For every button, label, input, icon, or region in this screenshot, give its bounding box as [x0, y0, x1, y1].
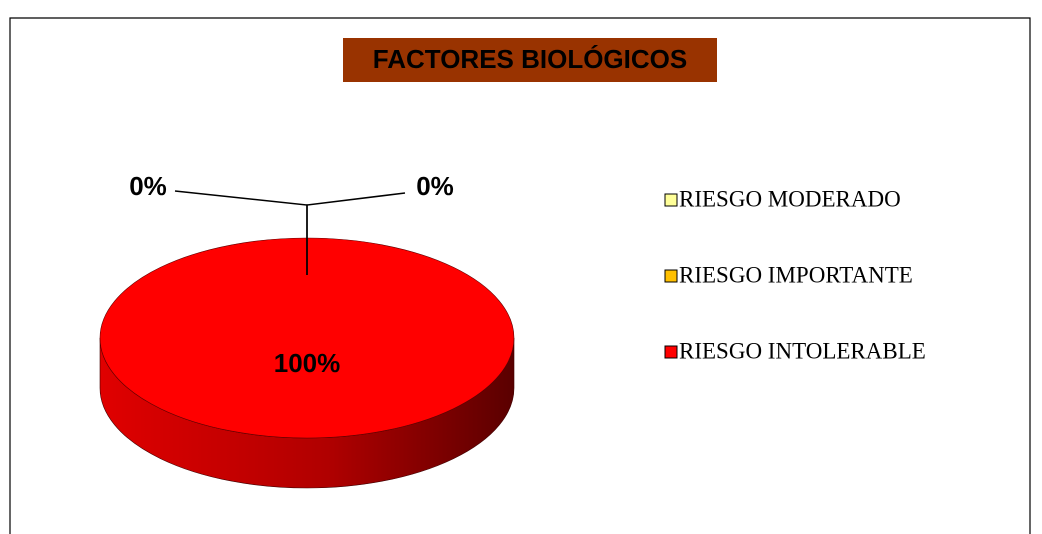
legend-label: RIESGO IMPORTANTE [679, 262, 913, 287]
legend-swatch [664, 269, 678, 283]
legend-label: RIESGO MODERADO [679, 186, 901, 211]
data-label: 0% [129, 171, 167, 201]
data-label: 100% [274, 348, 341, 378]
legend-label: RIESGO INTOLERABLE [679, 338, 926, 363]
pie-slice [99, 237, 515, 439]
chart-frame [9, 17, 1031, 534]
data-label: 0% [416, 171, 454, 201]
legend-swatch [664, 345, 678, 359]
title-box [343, 38, 717, 82]
chart-title: FACTORES BIOLÓGICOS [373, 44, 687, 74]
legend-swatch [664, 193, 678, 207]
leader-line [306, 192, 406, 275]
